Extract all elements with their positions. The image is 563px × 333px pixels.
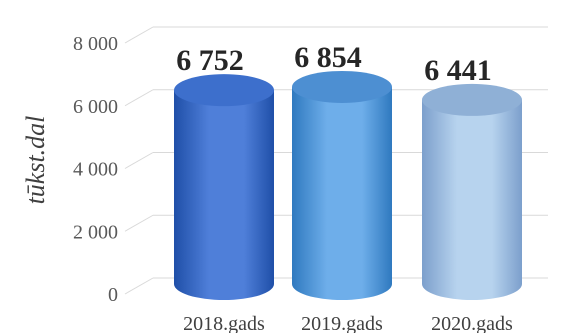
bar-cylinder-top <box>422 83 522 116</box>
data-label: 6 752 <box>176 44 244 77</box>
bar-cylinder-body <box>422 99 522 300</box>
bars <box>174 70 522 300</box>
data-label: 6 441 <box>424 54 492 87</box>
bar-cylinder-body <box>174 90 274 300</box>
data-labels: 6 752 6 854 6 441 <box>176 41 492 87</box>
gridline-side <box>124 214 154 232</box>
gridline-side <box>124 89 154 107</box>
y-axis-ticks: 0 2 000 4 000 6 000 8 000 <box>73 33 118 306</box>
data-label: 6 854 <box>294 41 362 74</box>
y-tick-label: 2 000 <box>73 221 118 243</box>
gridline-side <box>124 152 154 169</box>
gridline-side <box>124 26 154 44</box>
bar-cylinder-top <box>292 70 392 103</box>
x-category-label: 2018.gads <box>183 313 265 333</box>
y-tick-label: 8 000 <box>73 33 118 55</box>
x-category-label: 2020.gads <box>431 313 513 333</box>
gridline-side <box>124 277 154 295</box>
bar-cylinder-body <box>292 86 392 300</box>
x-axis-categories: 2018.gads 2019.gads 2020.gads <box>183 313 513 333</box>
bar-cylinder-top <box>174 74 274 107</box>
y-tick-label: 6 000 <box>73 96 118 118</box>
y-axis-label: tūkst.dal <box>21 116 50 205</box>
y-tick-label: 4 000 <box>73 159 118 181</box>
y-tick-label: 0 <box>108 284 118 306</box>
x-category-label: 2019.gads <box>301 313 383 333</box>
